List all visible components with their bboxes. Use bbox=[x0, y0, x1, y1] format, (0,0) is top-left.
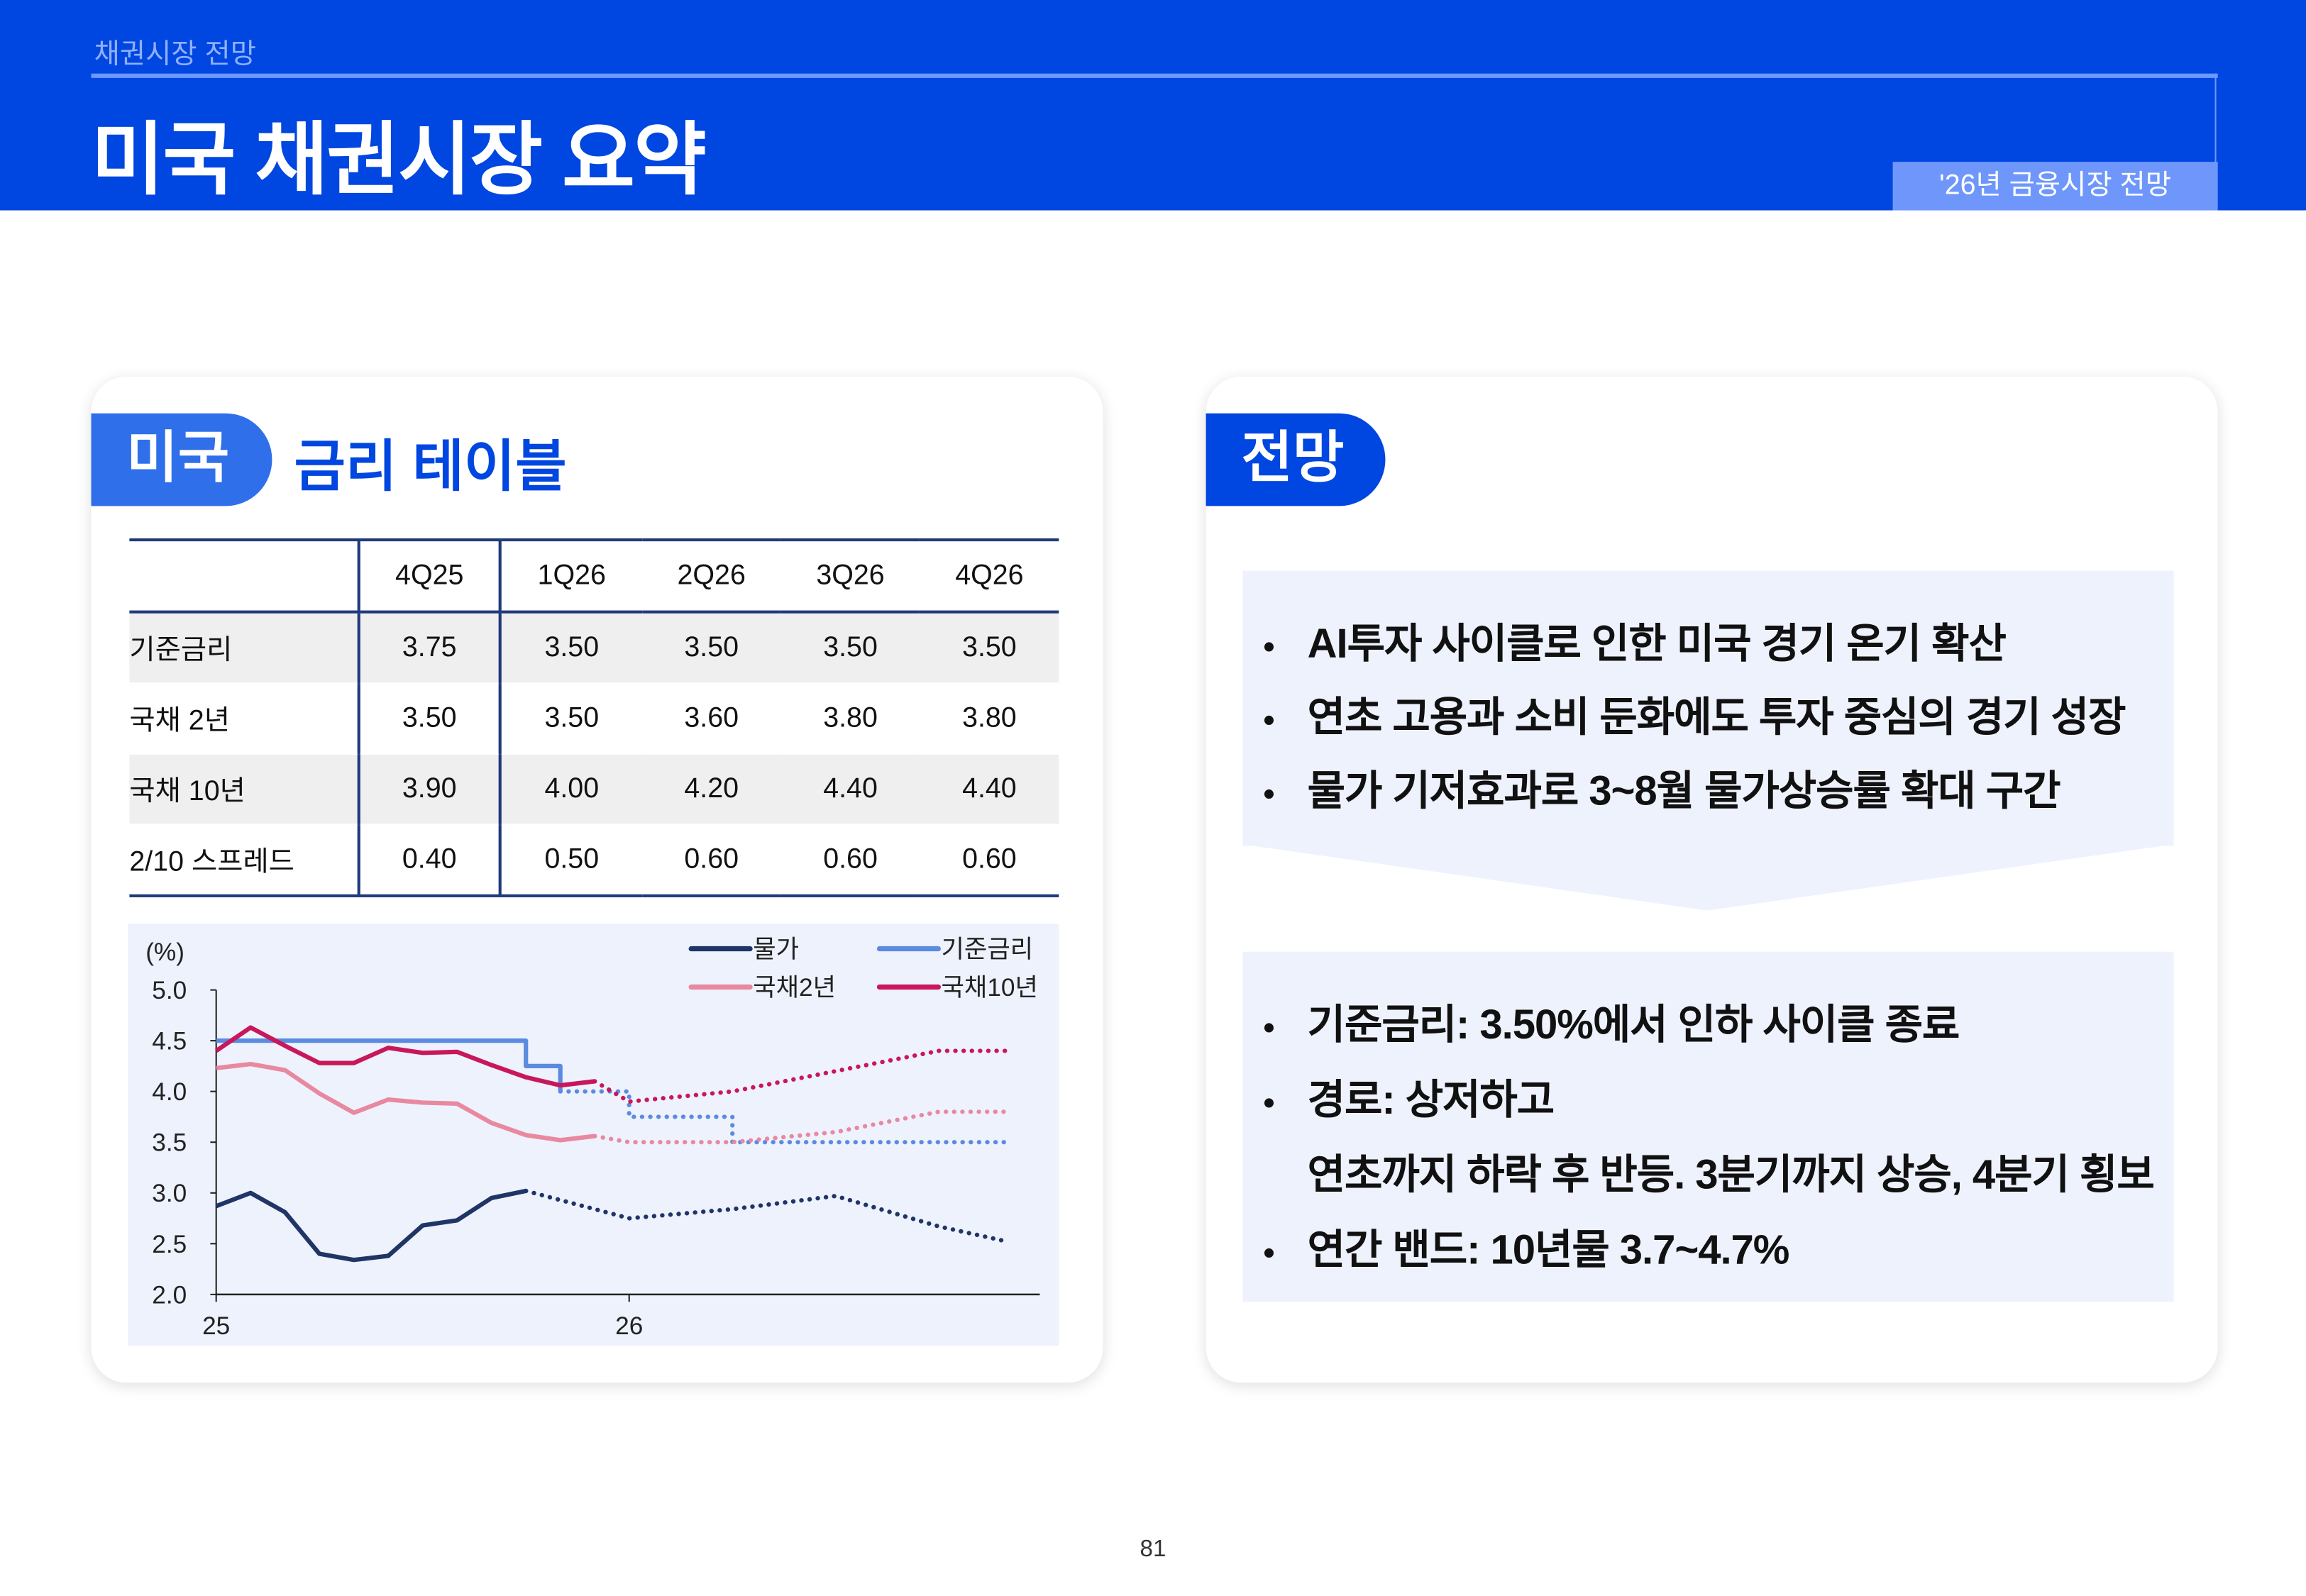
table-row: 2/10 스프레드 0.40 0.50 0.60 0.60 0.60 bbox=[129, 824, 1059, 897]
header-divider-vertical bbox=[2214, 73, 2217, 165]
column-header: 1Q26 bbox=[500, 538, 642, 614]
table-cell: 3.75 bbox=[358, 611, 502, 684]
bullet-text: 연초까지 하락 후 반등. 3분기까지 상승, 4분기 횡보 bbox=[1307, 1151, 2155, 1197]
outlook-bullet: • 연간 밴드: 10년물 3.7~4.7% bbox=[1263, 1218, 1789, 1277]
series-line-actual bbox=[216, 1061, 595, 1143]
bullet-text: 경로: 상저하고 bbox=[1307, 1076, 1555, 1123]
column-header: 2Q26 bbox=[641, 538, 781, 614]
table-cell: 0.40 bbox=[358, 824, 502, 897]
x-tick-label: 25 bbox=[202, 1312, 230, 1340]
table-cell: 4.20 bbox=[641, 753, 781, 825]
legend-label: 물가 bbox=[753, 936, 799, 963]
report-tag: '26년 금융시장 전망 bbox=[1892, 162, 2218, 211]
y-tick-label: 3.5 bbox=[152, 1129, 187, 1157]
table-cell: 3.50 bbox=[780, 611, 920, 684]
column-header: 4Q26 bbox=[920, 538, 1059, 614]
table-cell: 0.60 bbox=[920, 824, 1059, 897]
x-tick-label: 26 bbox=[615, 1312, 643, 1340]
table-cell: 국채 2년 bbox=[129, 682, 360, 754]
y-tick-label: 2.5 bbox=[152, 1231, 187, 1258]
table-cell: 3.50 bbox=[358, 682, 502, 754]
table-cell: 3.80 bbox=[780, 682, 920, 754]
outlook-bullet: • 연초 고용과 소비 둔화에도 투자 중심의 경기 성장 bbox=[1263, 685, 2126, 744]
table-cell: 2/10 스프레드 bbox=[129, 824, 360, 897]
table-cell: 국채 10년 bbox=[129, 753, 360, 825]
header-divider bbox=[91, 73, 2218, 78]
outlook-bullet: • 물가 기저효과로 3~8월 물가상승률 확대 구간 bbox=[1263, 759, 2060, 818]
outlook-pill: 전망 bbox=[1206, 413, 1386, 506]
table-cell: 3.50 bbox=[500, 682, 642, 754]
table-cell: 기준금리 bbox=[129, 611, 360, 684]
outlook-bullet: • 경로: 상저하고 bbox=[1263, 1068, 1555, 1127]
table-cell: 0.60 bbox=[780, 824, 920, 897]
table-cell: 3.50 bbox=[500, 611, 642, 684]
bullet-text: 기준금리: 3.50%에서 인하 사이클 종료 bbox=[1307, 1002, 1960, 1048]
y-tick-label: 3.0 bbox=[152, 1180, 187, 1207]
bullet-icon: • bbox=[1263, 627, 1274, 665]
bullet-icon: • bbox=[1263, 1083, 1274, 1121]
bullet-icon: • bbox=[1263, 1234, 1274, 1270]
bullet-icon: • bbox=[1263, 1008, 1274, 1046]
outlook-bullet: • 기준금리: 3.50%에서 인하 사이클 종료 bbox=[1263, 993, 1960, 1052]
series-line-forecast bbox=[558, 1089, 1010, 1145]
table-cell: 0.60 bbox=[641, 824, 781, 897]
series-line-forecast bbox=[524, 1188, 1010, 1244]
legend-label: 국채2년 bbox=[753, 974, 836, 1002]
section-label: 채권시장 전망 bbox=[94, 39, 257, 71]
column-header: 4Q25 bbox=[358, 538, 502, 614]
chevron-down-icon bbox=[1242, 844, 2174, 911]
bullet-text: AI투자 사이클로 인한 미국 경기 온기 확산 bbox=[1307, 621, 2007, 667]
legend-label: 기준금리 bbox=[942, 936, 1034, 963]
series-line-actual bbox=[214, 1025, 595, 1088]
outlook-box-top: • AI투자 사이클로 인한 미국 경기 온기 확산 • 연초 고용과 소비 둔화에도… bbox=[1242, 570, 2174, 846]
bullet-text: 연초 고용과 소비 둔화에도 투자 중심의 경기 성장 bbox=[1307, 694, 2126, 741]
table-row: 국채 2년 3.50 3.50 3.60 3.80 3.80 bbox=[129, 682, 1059, 754]
bullet-text: 연간 밴드: 10년물 3.7~4.7% bbox=[1307, 1226, 1790, 1273]
legend-label: 국채10년 bbox=[942, 974, 1038, 1002]
y-tick-label: 2.0 bbox=[152, 1281, 187, 1309]
table-cell: 3.90 bbox=[358, 753, 502, 825]
series-line-actual bbox=[216, 1038, 563, 1092]
series-line-forecast bbox=[592, 1048, 1010, 1104]
series-line-forecast bbox=[592, 1109, 1010, 1145]
table-cell: 0.50 bbox=[500, 824, 642, 897]
y-axis-label: (%) bbox=[145, 938, 184, 966]
bullet-icon: • bbox=[1263, 775, 1274, 811]
y-tick-label: 4.5 bbox=[152, 1028, 187, 1055]
outlook-bullet: • AI투자 사이클로 인한 미국 경기 온기 확산 bbox=[1263, 612, 2007, 671]
outlook-bullet: 연초까지 하락 후 반등. 3분기까지 상승, 4분기 횡보 bbox=[1263, 1143, 2155, 1202]
table-cell: 3.80 bbox=[920, 682, 1059, 754]
rate-table: 4Q25 1Q26 2Q26 3Q26 4Q26 기준금리 3.75 3.50 3.50 3.50… bbox=[129, 538, 1059, 897]
y-tick-label: 5.0 bbox=[152, 977, 187, 1004]
page-title: 미국 채권시장 요약 bbox=[91, 116, 707, 205]
table-cell: 4.00 bbox=[500, 753, 642, 825]
column-header: 3Q26 bbox=[780, 538, 920, 614]
y-tick-label: 4.0 bbox=[152, 1078, 187, 1106]
table-cell: 4.40 bbox=[920, 753, 1059, 825]
region-pill: 미국 bbox=[91, 413, 272, 506]
table-row: 기준금리 3.75 3.50 3.50 3.50 3.50 bbox=[129, 611, 1059, 684]
table-cell: 4.40 bbox=[780, 753, 920, 825]
column-header bbox=[129, 538, 360, 614]
card-heading: 금리 테이블 bbox=[294, 436, 567, 499]
table-cell: 3.50 bbox=[641, 611, 781, 684]
table-cell: 3.60 bbox=[641, 682, 781, 754]
table-cell: 3.50 bbox=[920, 611, 1059, 684]
bullet-icon: • bbox=[1263, 701, 1274, 738]
table-row: 국채 10년 3.90 4.00 4.20 4.40 4.40 bbox=[129, 753, 1059, 825]
series-line-actual bbox=[215, 1188, 526, 1263]
bullet-text: 물가 기저효과로 3~8월 물가상승률 확대 구간 bbox=[1307, 767, 2061, 814]
page-number: 81 bbox=[1140, 1537, 1166, 1563]
